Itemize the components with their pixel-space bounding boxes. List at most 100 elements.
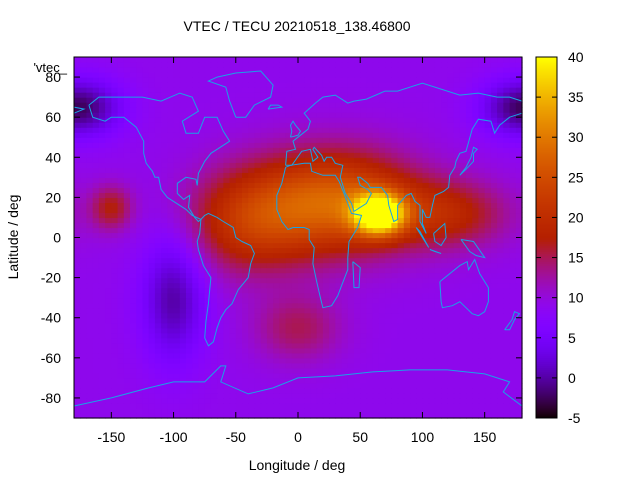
heatmap-cell	[385, 187, 392, 193]
heatmap-cell	[123, 362, 131, 369]
heatmap-cell	[192, 242, 200, 249]
heatmap-cell	[204, 147, 212, 153]
heatmap-cell	[316, 217, 324, 224]
heatmap-cell	[397, 167, 405, 173]
heatmap-cell	[298, 72, 305, 78]
heatmap-cell	[173, 212, 181, 219]
heatmap-cell	[391, 232, 399, 239]
heatmap-cell	[148, 387, 156, 394]
heatmap-cell	[123, 122, 131, 128]
heatmap-cell	[310, 412, 318, 419]
heatmap-cell	[447, 382, 455, 389]
heatmap-cell	[210, 377, 218, 384]
heatmap-cell	[123, 182, 131, 188]
heatmap-cell	[210, 272, 218, 279]
heatmap-cell	[111, 312, 119, 319]
heatmap-cell	[335, 292, 343, 299]
heatmap-cell	[329, 277, 336, 284]
heatmap-cell	[304, 122, 312, 128]
heatmap-cell	[242, 157, 249, 163]
heatmap-cell	[515, 192, 523, 198]
heatmap-cell	[167, 282, 175, 289]
heatmap-cell	[242, 187, 249, 193]
heatmap-cell	[210, 82, 218, 88]
heatmap-cell	[515, 237, 523, 244]
heatmap-cell	[391, 72, 399, 78]
heatmap-cell	[223, 332, 231, 339]
heatmap-cell	[254, 197, 262, 203]
heatmap-cell	[192, 202, 200, 209]
heatmap-cell	[148, 262, 156, 269]
heatmap-cell	[484, 242, 492, 249]
heatmap-cell	[235, 287, 243, 294]
heatmap-cell	[273, 122, 280, 128]
heatmap-cell	[74, 362, 81, 369]
heatmap-cell	[148, 242, 156, 249]
heatmap-cell	[378, 87, 386, 93]
heatmap-cell	[235, 107, 243, 113]
heatmap-cell	[248, 282, 256, 289]
heatmap-cell	[347, 102, 355, 108]
heatmap-cell	[123, 192, 131, 198]
heatmap-cell	[260, 117, 268, 123]
heatmap-cell	[98, 222, 106, 229]
heatmap-cell	[154, 387, 162, 394]
heatmap-cell	[186, 212, 193, 219]
heatmap-cell	[310, 167, 318, 173]
heatmap-cell	[360, 232, 368, 239]
heatmap-cell	[223, 162, 231, 168]
heatmap-cell	[186, 302, 193, 309]
heatmap-cell	[117, 352, 125, 359]
heatmap-cell	[136, 262, 144, 269]
heatmap-cell	[428, 157, 436, 163]
heatmap-cell	[117, 267, 125, 274]
heatmap-cell	[291, 307, 299, 314]
heatmap-cell	[459, 117, 467, 123]
heatmap-cell	[447, 132, 455, 138]
heatmap-cell	[192, 197, 200, 203]
heatmap-cell	[235, 237, 243, 244]
heatmap-cell	[148, 342, 156, 349]
heatmap-cell	[366, 402, 374, 409]
heatmap-cell	[341, 277, 349, 284]
heatmap-cell	[235, 87, 243, 93]
heatmap-cell	[123, 352, 131, 359]
heatmap-cell	[173, 122, 181, 128]
heatmap-cell	[497, 337, 504, 344]
heatmap-cell	[161, 102, 168, 108]
heatmap-cell	[466, 232, 473, 239]
heatmap-cell	[378, 192, 386, 198]
heatmap-cell	[192, 152, 200, 158]
heatmap-cell	[117, 317, 125, 324]
heatmap-cell	[260, 247, 268, 254]
heatmap-cell	[186, 337, 193, 344]
heatmap-cell	[441, 172, 448, 178]
heatmap-cell	[242, 127, 249, 133]
heatmap-cell	[385, 322, 392, 329]
heatmap-cell	[335, 172, 343, 178]
heatmap-cell	[372, 162, 380, 168]
heatmap-cell	[453, 242, 461, 249]
heatmap-cell	[123, 197, 131, 203]
heatmap-cell	[416, 82, 424, 88]
heatmap-cell	[167, 132, 175, 138]
heatmap-cell	[291, 287, 299, 294]
heatmap-cell	[186, 117, 193, 123]
heatmap-cell	[403, 152, 411, 158]
heatmap-cell	[422, 387, 430, 394]
heatmap-cell	[441, 407, 448, 414]
heatmap-cell	[223, 367, 231, 374]
heatmap-cell	[490, 117, 498, 123]
heatmap-cell	[161, 372, 168, 379]
heatmap-cell	[161, 112, 168, 118]
heatmap-cell	[285, 407, 293, 414]
heatmap-cell	[347, 222, 355, 229]
heatmap-cell	[378, 162, 386, 168]
heatmap-cell	[279, 292, 287, 299]
heatmap-cell	[441, 132, 448, 138]
heatmap-cell	[316, 197, 324, 203]
heatmap-cell	[111, 172, 119, 178]
heatmap-cell	[242, 377, 249, 384]
heatmap-cell	[217, 272, 224, 279]
heatmap-cell	[123, 232, 131, 239]
